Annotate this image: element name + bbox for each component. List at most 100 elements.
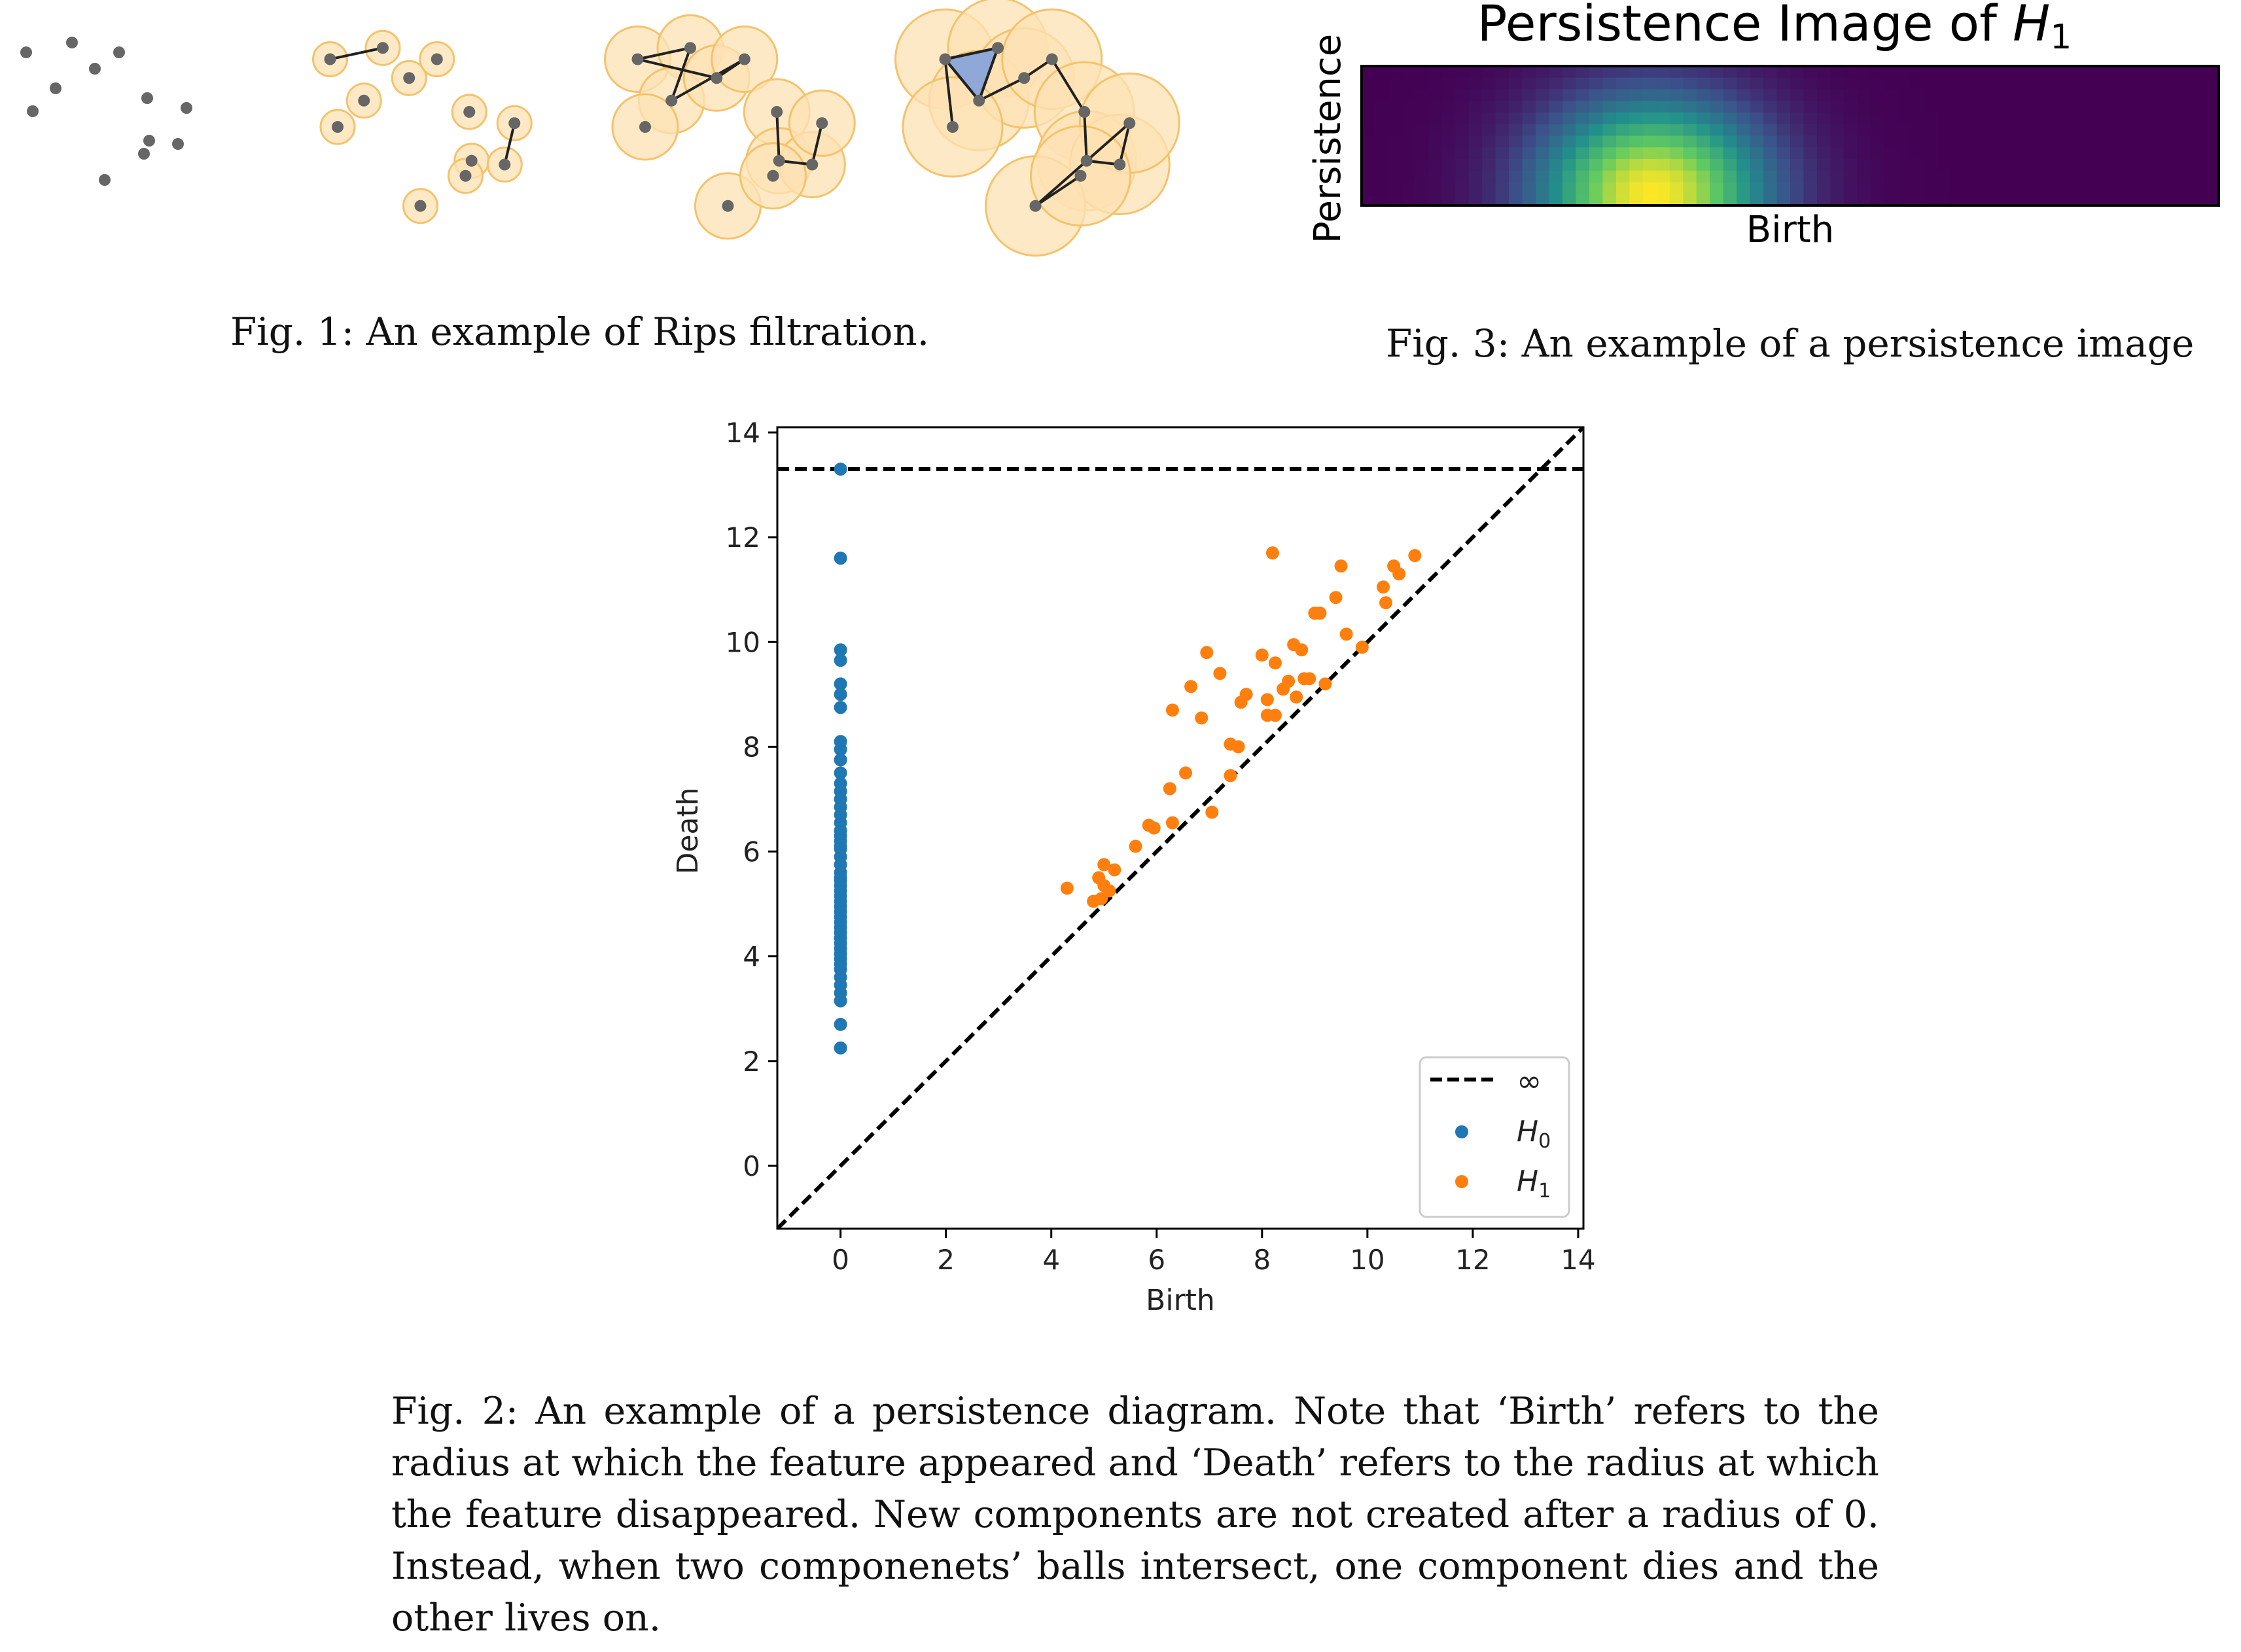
heatmap-cell — [1656, 101, 1670, 113]
heatmap-cell — [1843, 113, 1858, 125]
h1-point — [1103, 884, 1116, 898]
heatmap-cell — [1776, 124, 1791, 137]
heatmap-cell — [1602, 147, 1617, 160]
rips-panel — [604, 14, 856, 240]
rips-point — [1078, 106, 1091, 118]
heatmap-cell — [1402, 159, 1416, 171]
heatmap-cell — [1549, 124, 1563, 137]
heatmap-cell — [1362, 66, 1376, 79]
x-tick-label: 10 — [1350, 1244, 1385, 1276]
rips-edge — [944, 59, 954, 128]
heatmap-cell — [1803, 113, 1818, 125]
heatmap-cell — [1977, 135, 1992, 148]
heatmap-cell — [1750, 66, 1764, 79]
heatmap-cell — [2205, 66, 2219, 79]
heatmap-cell — [1509, 194, 1523, 206]
heatmap-cell — [1884, 147, 1898, 160]
rips-point — [66, 37, 78, 48]
heatmap-cell — [1629, 135, 1644, 148]
heatmap-cell — [1562, 113, 1577, 125]
heatmap-cell — [1790, 101, 1805, 113]
heatmap-cell — [1816, 77, 1831, 90]
heatmap-cell — [2031, 89, 2045, 101]
heatmap-cell — [1723, 147, 1737, 160]
heatmap-cell — [1656, 77, 1670, 90]
heatmap-cell — [1843, 182, 1858, 194]
heatmap-cell — [2125, 66, 2139, 79]
heatmap-cell — [1602, 170, 1617, 183]
heatmap-cell — [1482, 66, 1496, 79]
heatmap-cell — [1964, 66, 1979, 79]
h1-point — [1379, 596, 1393, 610]
heatmap-cell — [1977, 66, 1992, 79]
heatmap-cell — [1884, 124, 1898, 137]
heatmap-cell — [2205, 159, 2219, 171]
heatmap-cell — [2151, 66, 2166, 79]
persistence-image-figure: Persistence Image of H1 Birth Persistenc… — [1307, 0, 2220, 251]
heatmap-cell — [1937, 147, 1952, 160]
heatmap-cell — [2085, 113, 2099, 125]
heatmap-cell — [1602, 135, 1617, 148]
heatmap-cell — [1669, 124, 1684, 137]
heatmap-cell — [1468, 113, 1483, 125]
heatmap-cell — [1763, 66, 1778, 79]
heatmap-cell — [1696, 113, 1710, 125]
heatmap-cell — [1737, 77, 1751, 90]
heatmap-cell — [1977, 194, 1992, 206]
heatmap-cell — [1843, 135, 1858, 148]
heatmap-cell — [1816, 66, 1831, 79]
heatmap-cell — [1642, 159, 1657, 171]
heatmap-cell — [2192, 147, 2206, 160]
heatmap-cell — [2178, 101, 2193, 113]
heatmap-cell — [1937, 124, 1952, 137]
heatmap-cell — [1589, 89, 1604, 101]
heatmap-cell — [1468, 170, 1483, 183]
heatmap-cell — [1669, 101, 1684, 113]
heatmap-cell — [1950, 159, 1965, 171]
heatmap-cell — [1455, 101, 1470, 113]
rips-point — [459, 169, 472, 182]
heatmap-cell — [1536, 147, 1550, 160]
h0-point — [834, 677, 847, 691]
heatmap-cell — [1375, 147, 1389, 160]
heatmap-cell — [1375, 66, 1389, 79]
heatmap-cell — [1362, 77, 1376, 90]
heatmap-cell — [1589, 147, 1604, 160]
heatmap-cell — [1536, 170, 1550, 183]
heatmap-cell — [1642, 182, 1657, 194]
heatmap-cell — [1589, 135, 1604, 148]
heatmap-cell — [1468, 89, 1483, 101]
heatmap-cell — [2138, 135, 2153, 148]
heatmap-cell — [2098, 89, 2112, 101]
heatmap-cell — [1683, 124, 1697, 137]
heatmap-cell — [2004, 170, 2019, 183]
heatmap-cell — [1495, 101, 1509, 113]
heatmap-cell — [1911, 159, 1925, 171]
heatmap-cell — [1629, 101, 1644, 113]
rips-point — [324, 53, 336, 65]
heatmap-cell — [1549, 147, 1563, 160]
h1-point — [1200, 646, 1214, 659]
heatmap-cell — [2004, 159, 2019, 171]
heatmap-cell — [1977, 124, 1992, 137]
heatmap-cell — [2098, 194, 2112, 206]
heatmap-cell — [1375, 182, 1389, 194]
heatmap-cell — [1415, 66, 1429, 79]
heatmap-cell — [1977, 182, 1992, 194]
heatmap-cell — [1362, 159, 1376, 171]
heatmap-cell — [1522, 182, 1536, 194]
fig3-caption: Fig. 3: An example of a persistence imag… — [1386, 321, 2195, 366]
heatmap-cell — [1763, 159, 1778, 171]
heatmap-cell — [1562, 159, 1577, 171]
heatmap-cell — [1991, 113, 2005, 125]
legend-h0-label: H0 — [1517, 1115, 1551, 1153]
heatmap-cell — [1589, 66, 1604, 79]
heatmap-cell — [1375, 77, 1389, 90]
h0-point — [834, 871, 847, 885]
heatmap-cell — [1468, 124, 1483, 137]
heatmap-cell — [1522, 77, 1536, 90]
rips-edge — [503, 122, 516, 165]
heatmap-cell — [1683, 66, 1697, 79]
heatmap-cell — [1937, 101, 1952, 113]
heatmap-cell — [1536, 124, 1550, 137]
